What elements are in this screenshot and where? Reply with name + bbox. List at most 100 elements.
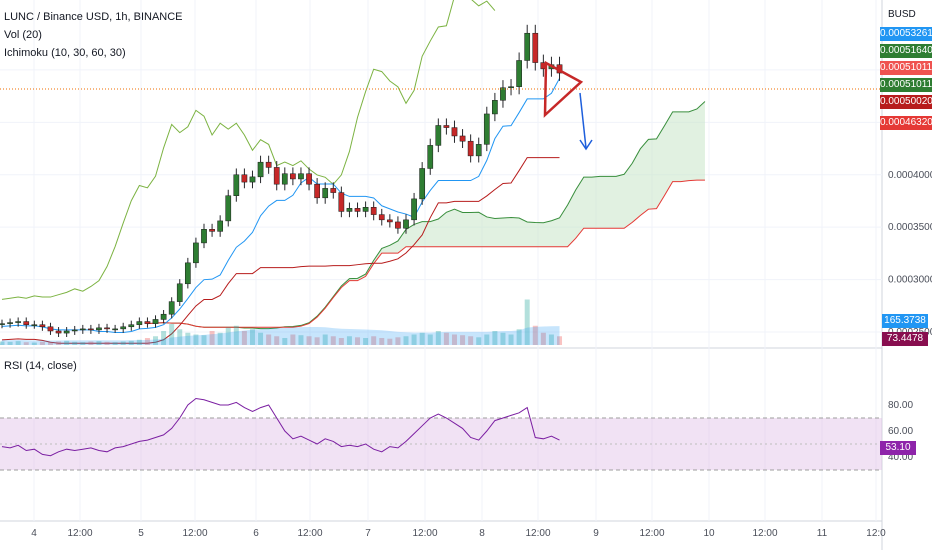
candle-body (483, 113, 490, 145)
candle-body (265, 161, 272, 168)
time-tick-label: 6 (253, 528, 259, 539)
ichimoku-cloud (147, 101, 705, 329)
volume-bar (136, 339, 142, 345)
candle-body (249, 176, 256, 183)
volume-bar (484, 334, 490, 345)
time-tick-label: 12:00 (182, 528, 207, 539)
downtrend-arrow-shaft (579, 92, 587, 149)
legend-rsi: RSI (14, close) (4, 360, 77, 372)
candle-body (55, 330, 62, 334)
price-tick-label: 0.00040000 (888, 170, 932, 181)
legend-symbol: LUNC / Binance USD, 1h, BINANCE (4, 11, 183, 23)
legend-ichimoku: Ichimoku (10, 30, 60, 30) (4, 47, 126, 59)
candle-body (500, 87, 506, 101)
volume-bar (557, 336, 563, 345)
time-tick-label: 12:00 (412, 528, 437, 539)
time-tick-label: 12:00 (639, 528, 664, 539)
volume-bar (120, 341, 126, 345)
volume-bar (80, 342, 86, 345)
volume-bar (72, 341, 78, 345)
candle-body (290, 173, 296, 180)
volume-bar (23, 342, 29, 345)
time-tick-label: 11 (817, 528, 828, 539)
volume-bar (15, 341, 21, 345)
candle-body (354, 208, 361, 212)
time-tick-label: 12:00 (67, 528, 92, 539)
volume-bar (387, 338, 393, 345)
volume-bar (468, 336, 474, 345)
candle-body (112, 328, 118, 331)
candle-body (96, 327, 102, 331)
volume-bar (161, 331, 167, 345)
price-label: 0.00051640 (880, 44, 932, 58)
volume-ma-area (0, 326, 560, 345)
price-label: 0.00051011 (880, 61, 932, 75)
candle-body (15, 321, 22, 323)
time-tick-label: 12:00 (297, 528, 322, 539)
volume-bar (338, 338, 344, 345)
volume-bar (355, 337, 361, 345)
candle-body (217, 220, 224, 232)
candle-body (120, 326, 127, 330)
volume-label: 165.3738 (882, 314, 928, 328)
volume-bar (540, 332, 546, 345)
candle-body (7, 322, 13, 324)
triangle-pattern (543, 60, 584, 118)
volume-bar (443, 332, 449, 345)
time-tick-label: 8 (479, 528, 485, 539)
price-label: 0.00053261 (880, 27, 932, 41)
volume-bar (524, 299, 530, 345)
volume-bar (314, 337, 320, 345)
legend-volume: Vol (20) (4, 29, 42, 41)
volume-bar (548, 334, 554, 345)
candle-body (144, 321, 151, 324)
volume-bar (363, 338, 369, 345)
candle-body (225, 195, 232, 222)
volume-bar (217, 332, 223, 345)
price-label: 0.00046320 (880, 116, 932, 130)
volume-bar (395, 337, 401, 345)
candle-body (184, 262, 191, 285)
candle-body (467, 140, 474, 157)
volume-bar (104, 341, 110, 345)
volume-bar (0, 341, 5, 345)
volume-bar (128, 340, 134, 345)
volume-label: 73.4478 (882, 332, 928, 346)
candle-body (31, 324, 38, 326)
candle-body (281, 173, 288, 185)
price-tick-label: 0.00035000 (888, 222, 932, 233)
volume-bar (185, 332, 191, 345)
volume-bar (290, 334, 296, 345)
volume-bar (451, 334, 457, 345)
volume-bar (266, 334, 272, 345)
rsi-tick-label: 40.00 (888, 452, 913, 463)
candle-body (160, 313, 167, 320)
candle-body (39, 324, 46, 328)
volume-bar (169, 324, 175, 345)
volume-bar (500, 332, 506, 345)
rsi-line (1, 397, 560, 457)
candle-body (516, 60, 522, 87)
candle-body (298, 173, 304, 180)
volume-bar (419, 332, 425, 345)
volume-bar (153, 336, 159, 345)
volume-bar (7, 341, 13, 345)
candle-body (88, 328, 94, 331)
price-label: 0.00051011 (880, 78, 932, 92)
candle-body (419, 168, 426, 200)
candle-body (306, 173, 312, 185)
volume-bar (516, 329, 522, 345)
volume-bar (201, 335, 207, 345)
candle-body (443, 125, 450, 128)
price-label: 0.00050020 (880, 95, 932, 109)
volume-bar (322, 334, 328, 345)
volume-bar (330, 336, 336, 345)
ichimoku-base-line (1, 157, 560, 344)
candle-body (459, 135, 466, 142)
rsi-value-label: 53.10 (880, 441, 916, 455)
volume-bar (379, 338, 385, 345)
volume-bar (249, 329, 255, 345)
volume-bar (492, 331, 498, 345)
volume-bar (411, 334, 417, 345)
